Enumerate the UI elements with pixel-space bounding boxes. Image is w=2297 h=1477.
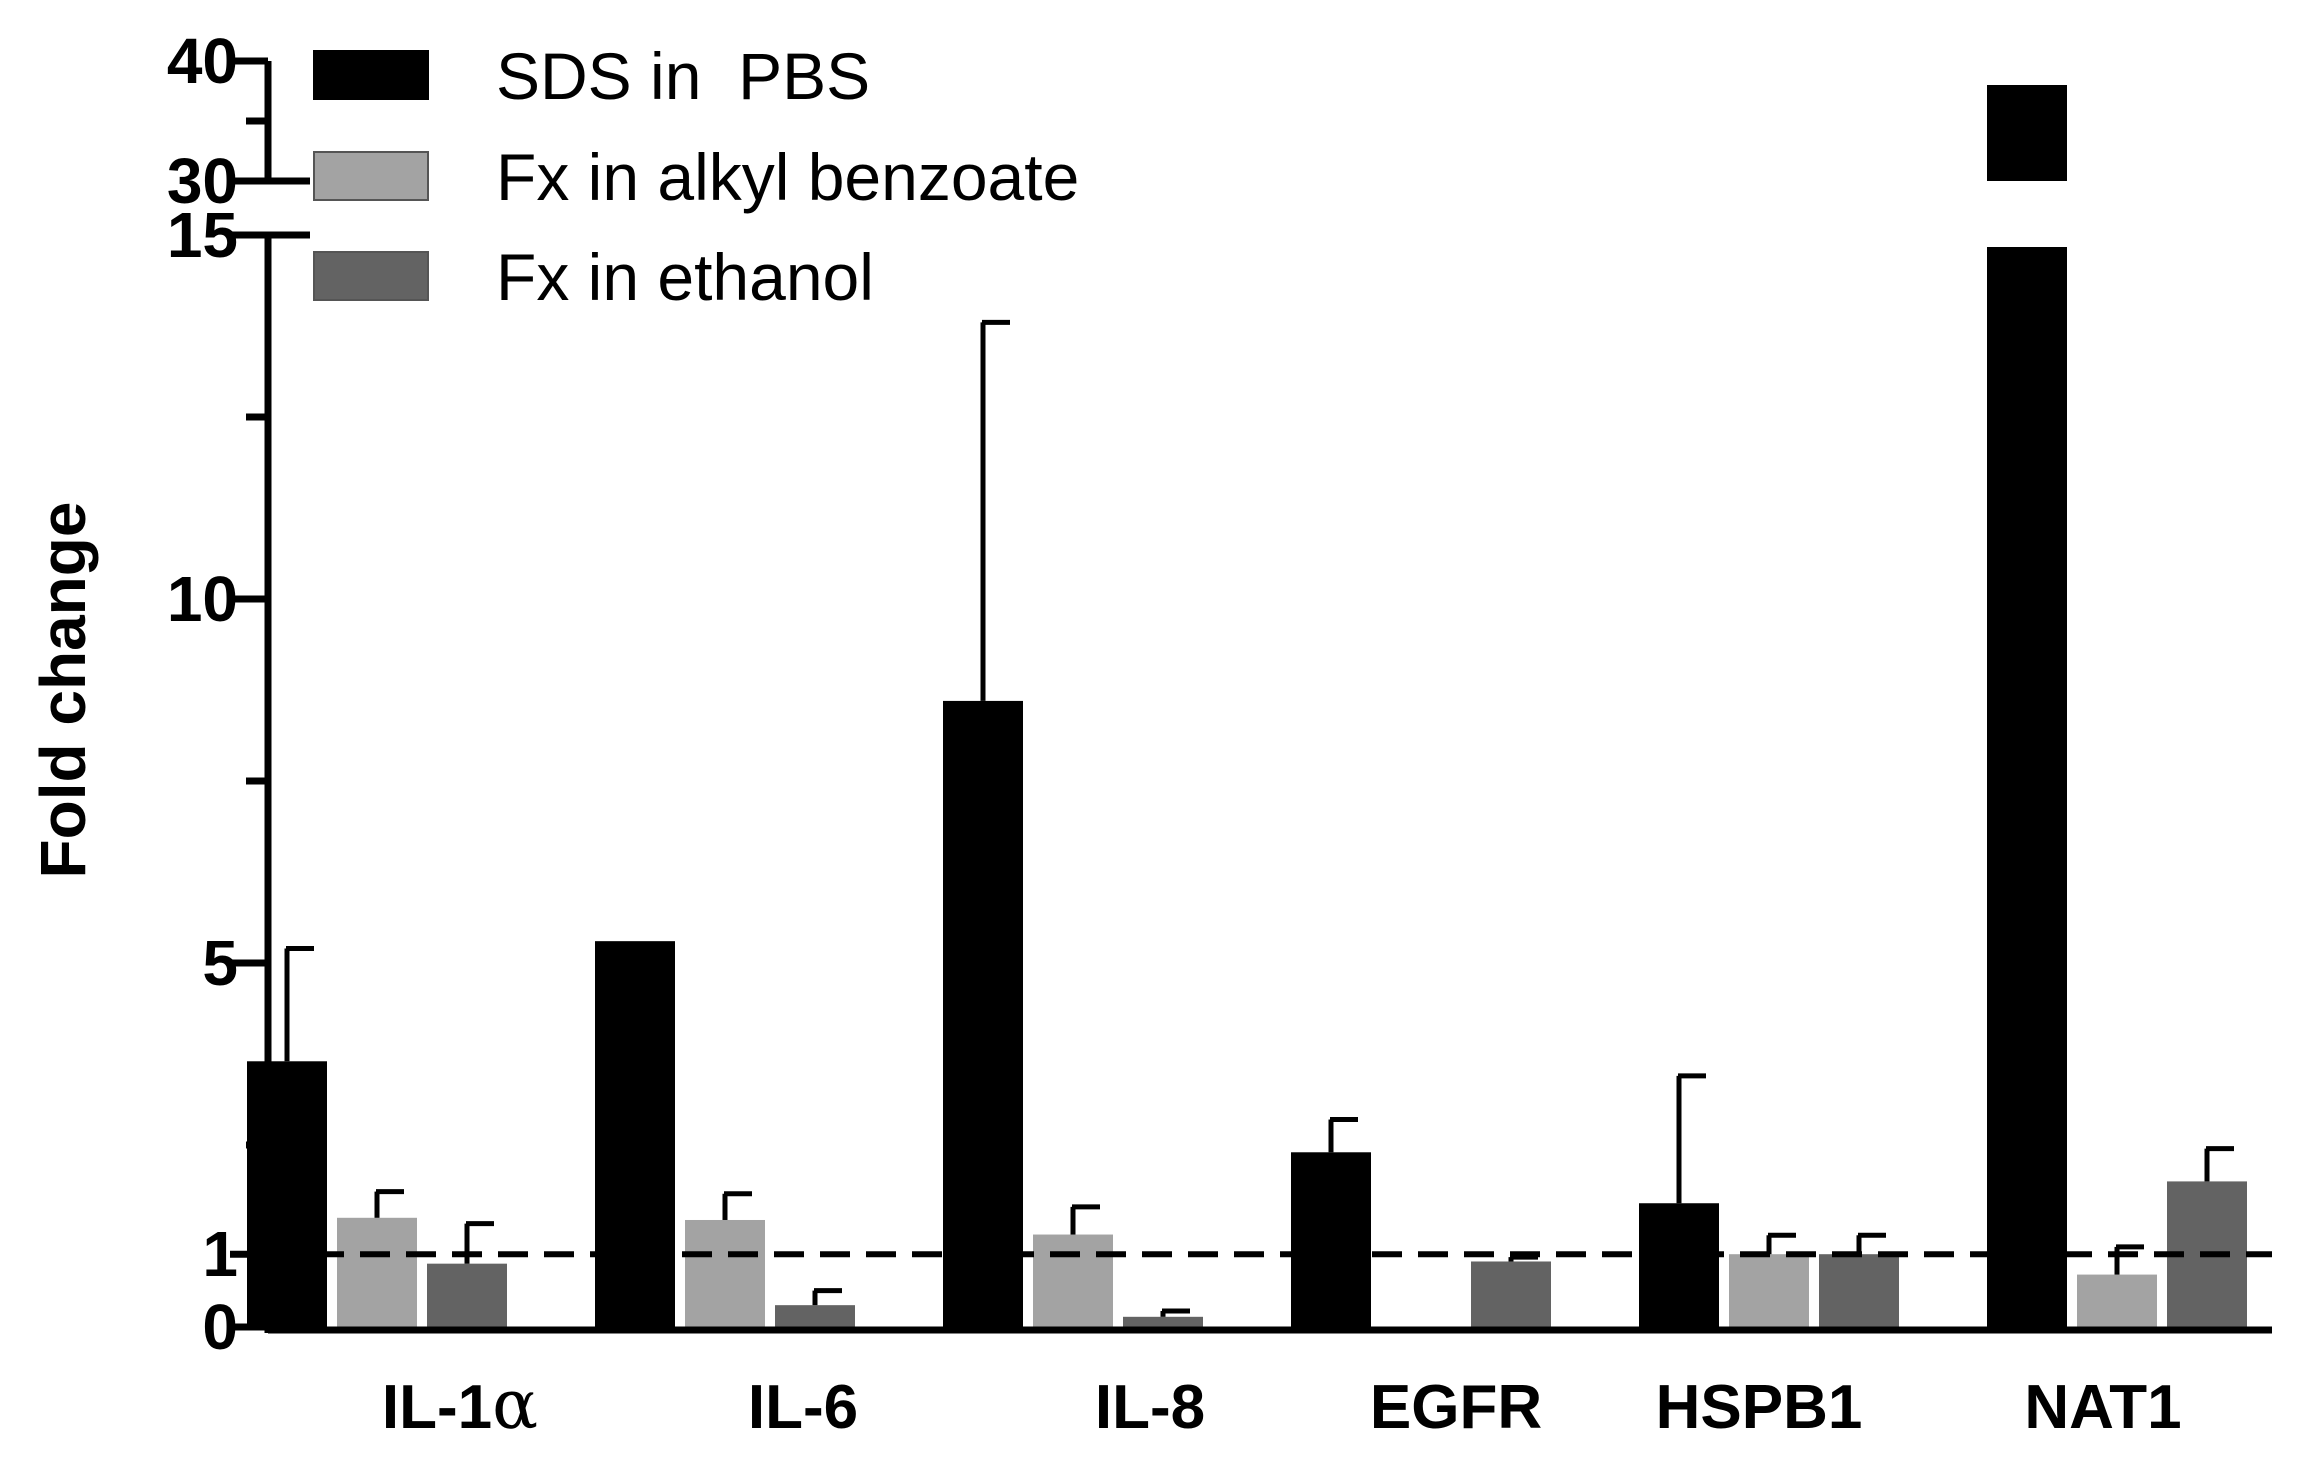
x-tick-label-symbol: α (492, 1366, 538, 1445)
bar-egfr-series-1 (1291, 1152, 1371, 1327)
legend-label-series-1: SDS in PBS (496, 39, 870, 113)
bar-il6-series-3 (775, 1305, 855, 1327)
legend-label-series-2: Fx in alkyl benzoate (496, 140, 1079, 214)
bar-hspb1-series-1 (1639, 1203, 1719, 1327)
x-tick-label-egfr: EGFR (1370, 1373, 1542, 1442)
x-tick-label-il8: IL-8 (1095, 1373, 1205, 1442)
y-tick-label-10: 10 (167, 563, 238, 635)
bar-il6-series-1 (595, 941, 675, 1327)
bar-il8-series-3 (1123, 1316, 1203, 1327)
y-tick-label-5: 5 (202, 927, 238, 999)
bar-nat1-series-1-upper (1987, 85, 2067, 181)
bar-hspb1-series-2 (1729, 1254, 1809, 1327)
y-tick-label-15: 15 (167, 199, 238, 271)
bar-il1-series-2 (337, 1217, 417, 1327)
x-tick-label-hspb1: HSPB1 (1656, 1373, 1863, 1442)
x-tick-label-il1: IL-1α (382, 1366, 538, 1445)
legend: SDS in PBS Fx in alkyl benzoate Fx in etha… (313, 39, 1079, 314)
bar-hspb1-series-3 (1819, 1254, 1899, 1327)
axes-layer (230, 57, 2272, 1334)
x-tick-label-nat1: NAT1 (2024, 1373, 2181, 1442)
y-tick-label-0: 0 (202, 1291, 238, 1363)
legend-swatch-series-2 (313, 151, 429, 201)
y-axis-title: Fold change (27, 502, 99, 879)
bar-il1-series-1 (247, 1061, 327, 1327)
y-tick-label-1: 1 (202, 1218, 238, 1290)
bar-egfr-series-3 (1471, 1261, 1551, 1327)
legend-label-series-3: Fx in ethanol (496, 240, 874, 314)
x-tick-label-il6: IL-6 (748, 1373, 858, 1442)
error-bars-layer (284, 319, 2234, 1317)
bar-nat1-series-2 (2077, 1274, 2157, 1327)
bar-il1-series-3 (427, 1263, 507, 1327)
bar-nat1-series-1-lower (1987, 247, 2067, 1327)
bar-il8-series-2 (1033, 1234, 1113, 1327)
y-tick-label-30: 30 (167, 145, 238, 217)
bars-layer (247, 85, 2247, 1327)
bar-il6-series-2 (685, 1219, 765, 1327)
bar-il8-series-1 (943, 700, 1023, 1327)
y-tick-label-40: 40 (167, 25, 238, 97)
legend-swatch-series-3 (313, 251, 429, 301)
legend-swatch-series-1 (313, 50, 429, 100)
